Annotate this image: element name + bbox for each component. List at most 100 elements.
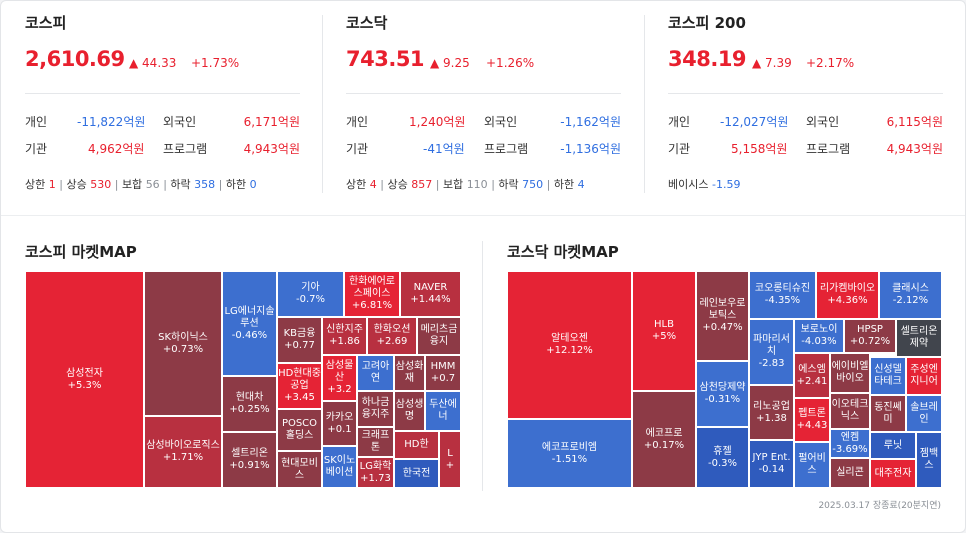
institution-label: 기관 — [668, 142, 691, 156]
treemap-tile[interactable]: 파마리서치 -2.83 — [749, 319, 794, 385]
kospi-change: ▲ 44.33 — [129, 56, 177, 70]
treemap-tile[interactable]: 카카오 +0.1 — [322, 401, 357, 446]
treemap-tile[interactable]: 삼성바이오로직스 +1.71% — [144, 416, 222, 488]
tile-name: 젬백스 — [919, 448, 939, 471]
treemap-tile[interactable]: HLB +5% — [632, 271, 696, 391]
kospi-value: 2,610.69 — [25, 47, 125, 71]
tile-change: -0.7% — [295, 294, 325, 305]
treemap-tile[interactable]: 이오테크닉스 — [830, 393, 870, 429]
basis-value: -1.59 — [711, 178, 741, 191]
treemap-tile[interactable]: 실리콘 — [830, 458, 870, 488]
treemap-tile[interactable]: 삼성전자 +5.3% — [25, 271, 144, 488]
treemap-tile[interactable]: 휴젤 -0.3% — [696, 427, 749, 488]
treemap-tile[interactable]: 레인보우로보틱스 +0.47% — [696, 271, 749, 361]
individual-value: -11,822억원 — [77, 115, 146, 129]
treemap-tile[interactable]: 펩트론 +4.43 — [794, 398, 830, 442]
treemap-tile[interactable]: 메리츠금융지 — [417, 317, 461, 355]
tile-change: +5% — [651, 331, 677, 342]
section-divider — [1, 215, 965, 216]
divider — [322, 15, 323, 193]
tile-name: 파마리서치 — [753, 334, 790, 357]
treemap-tile[interactable]: 보로노이 -4.03% — [794, 319, 844, 353]
treemap-tile[interactable]: HD한 — [394, 431, 439, 459]
treemap-tile[interactable]: 루닛 — [870, 432, 916, 459]
tile-name: 이오테크닉스 — [831, 399, 869, 422]
tile-name: 실리콘 — [836, 467, 864, 478]
tile-name: 기아 — [301, 282, 320, 293]
tile-name: 펄어비스 — [798, 453, 826, 476]
treemap-tile[interactable]: 에코프로비엠 -1.51% — [507, 419, 632, 488]
tile-change: +0.72% — [849, 336, 891, 347]
treemap-tile[interactable]: LG에너지솔루션 -0.46% — [222, 271, 277, 376]
treemap-tile[interactable]: 기아 -0.7% — [277, 271, 344, 317]
treemap-tile[interactable]: 클래시스 -2.12% — [879, 271, 942, 319]
treemap-tile[interactable]: HMM +0.7 — [425, 355, 461, 391]
flat-count: 110 — [466, 178, 488, 191]
treemap-tile[interactable]: 신한지주 +1.86 — [322, 317, 367, 355]
treemap-tile[interactable]: 에스엠 +2.41 — [794, 353, 830, 398]
tile-change: +5.3% — [67, 379, 102, 391]
upper-limit-count: 1 — [48, 178, 56, 191]
treemap-tile[interactable]: 엔켐 -3.69% — [830, 429, 870, 458]
treemap-tile[interactable]: 솔브레인 — [906, 395, 942, 432]
treemap-tile[interactable]: 펄어비스 — [794, 442, 830, 488]
treemap-tile[interactable]: 주성엔지니어 — [906, 357, 942, 395]
treemap-tile[interactable]: 리가켐바이오 +4.36% — [816, 271, 879, 319]
treemap-tile[interactable]: KB금융 +0.77 — [277, 317, 322, 363]
treemap-tile[interactable]: 크래프톤 — [357, 427, 394, 457]
treemap-tile[interactable]: 셀트리온 +0.91% — [222, 432, 277, 488]
kosdaq-map-title[interactable]: 코스닥 마켓MAP — [507, 243, 619, 261]
treemap-tile[interactable]: LG화학 +1.73 — [357, 457, 394, 488]
kospi-title[interactable]: 코스피 — [25, 14, 67, 32]
treemap-tile[interactable]: 고려아연 — [357, 355, 394, 391]
treemap-tile[interactable]: 삼천당제약 -0.31% — [696, 361, 749, 427]
treemap-tile[interactable]: L + — [439, 431, 461, 488]
tile-change: +0.47% — [702, 322, 743, 333]
treemap-tile[interactable]: 한화오션 +2.69 — [367, 317, 417, 355]
treemap-tile[interactable]: 젬백스 — [916, 432, 942, 488]
treemap-tile[interactable]: 셀트리온제약 — [896, 319, 942, 357]
program-value: 4,943억원 — [243, 142, 300, 156]
kosdaq-title[interactable]: 코스닥 — [346, 14, 388, 32]
treemap-tile[interactable]: JYP Ent. -0.14 — [749, 440, 794, 488]
tile-name: KB금융 — [283, 328, 316, 339]
treemap-tile[interactable]: POSCO홀딩스 — [277, 409, 322, 451]
tile-name: HLB — [654, 319, 674, 330]
treemap-tile[interactable]: 코오롱티슈진 -4.35% — [749, 271, 816, 319]
tile-name: 에코프로비엠 — [541, 441, 598, 453]
treemap-tile[interactable]: 현대차 +0.25% — [222, 376, 277, 432]
treemap-tile[interactable]: 삼성생명 — [394, 391, 425, 431]
treemap-tile[interactable]: HPSP +0.72% — [844, 319, 896, 353]
treemap-tile[interactable]: 두산에너 — [425, 391, 461, 431]
kospi-map-title[interactable]: 코스피 마켓MAP — [25, 243, 137, 261]
treemap-tile[interactable]: 삼성물산 +3.2 — [322, 355, 357, 401]
treemap-tile[interactable]: 현대모비스 — [277, 451, 322, 488]
divider — [668, 93, 943, 94]
treemap-tile[interactable]: 신성델타테크 — [870, 357, 906, 395]
treemap-tile[interactable]: 리노공업 +1.38 — [749, 385, 794, 440]
treemap-tile[interactable]: SK이노베이션 — [322, 446, 357, 488]
treemap-tile[interactable]: 에이비엘바이오 — [830, 353, 870, 393]
rise-label: 상승 — [66, 178, 87, 191]
treemap-tile[interactable]: 하나금융지주 — [357, 391, 394, 427]
treemap-tile[interactable]: 한국전 — [394, 459, 439, 488]
kosdaq-treemap: 알테오젠 +12.12% 에코프로비엠 -1.51% HLB +5% 에코프로 +0.1… — [507, 271, 942, 488]
treemap-tile[interactable]: NAVER +1.44% — [400, 271, 461, 317]
treemap-tile[interactable]: 동진쎄미 — [870, 395, 906, 432]
tile-change: +1.38 — [756, 412, 787, 424]
tile-change: +12.12% — [546, 345, 593, 356]
treemap-tile[interactable]: HD현대중공업 +3.45 — [277, 363, 322, 409]
tile-change: +0.1 — [327, 423, 352, 435]
kospi200-title[interactable]: 코스피 200 — [668, 14, 746, 32]
program-label: 프로그램 — [806, 142, 851, 156]
tile-name: LG에너지솔루션 — [224, 305, 275, 329]
individual-label: 개인 — [346, 115, 369, 129]
tile-name: 레인보우로보틱스 — [699, 298, 746, 321]
treemap-tile[interactable]: 대주전자 — [870, 459, 916, 488]
treemap-tile[interactable]: 에코프로 +0.17% — [632, 391, 696, 488]
treemap-tile[interactable]: SK하이닉스 +0.73% — [144, 271, 222, 416]
treemap-tile[interactable]: 알테오젠 +12.12% — [507, 271, 632, 419]
treemap-tile[interactable]: 삼성화재 — [394, 355, 425, 391]
kosdaq-value: 743.51 — [346, 47, 425, 71]
treemap-tile[interactable]: 한화에어로스페이스 +6.81% — [344, 271, 400, 317]
